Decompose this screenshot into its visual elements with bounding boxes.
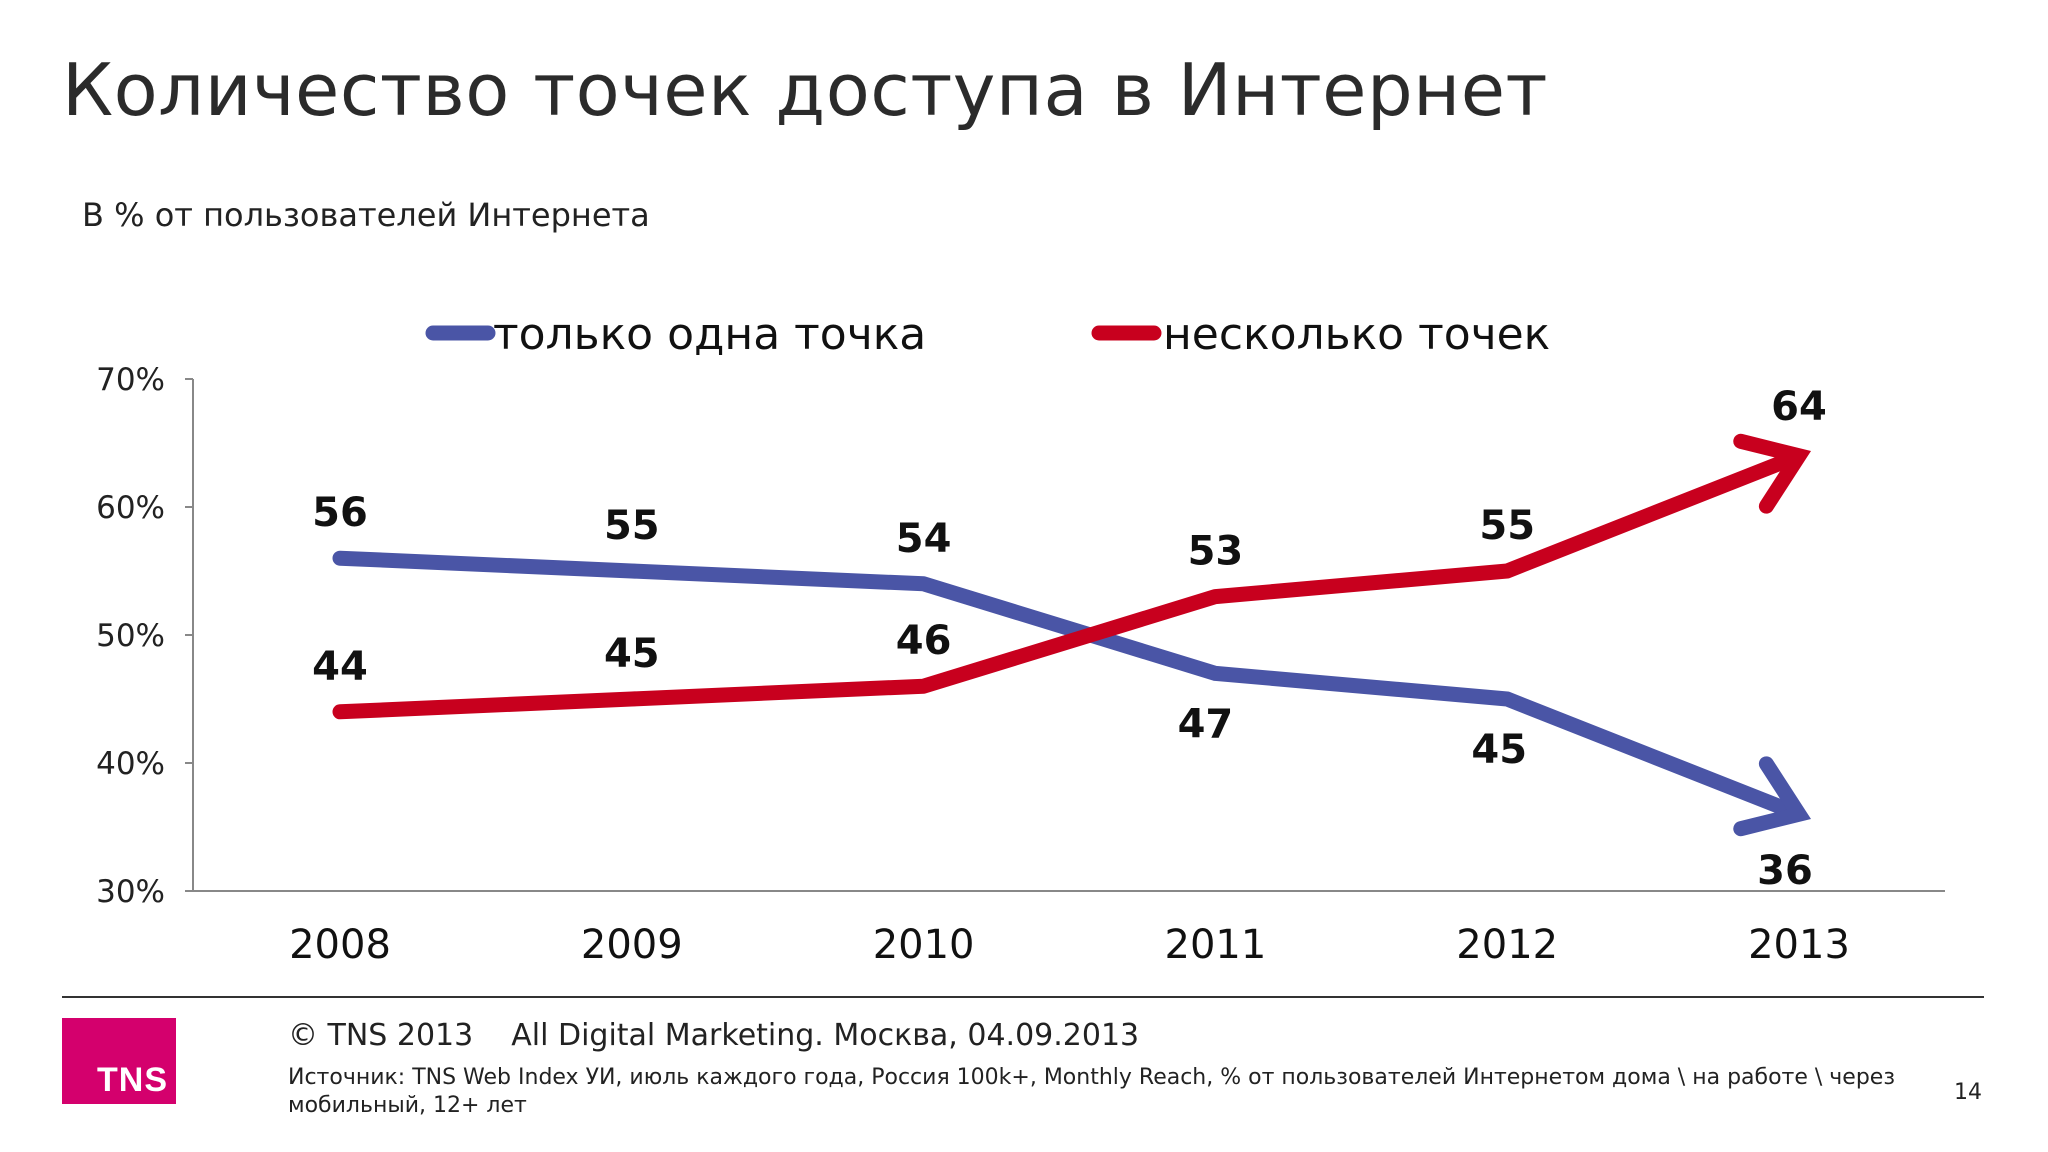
legend-label-0: только одна точка — [493, 309, 926, 360]
series-line-0 — [332, 550, 1798, 819]
tns-logo: TNS — [62, 1018, 176, 1104]
x-tick-label: 2011 — [1165, 922, 1267, 968]
data-label: 55 — [1479, 503, 1535, 549]
footer-divider — [62, 996, 1984, 998]
x-tick-label: 2012 — [1456, 922, 1558, 968]
x-tick-label: 2009 — [581, 922, 683, 968]
data-label: 54 — [896, 516, 952, 562]
data-label: 46 — [896, 618, 952, 664]
footer-event: All Digital Marketing. Москва, 04.09.201… — [511, 1018, 1140, 1053]
footer-line: © TNS 2013 All Digital Marketing. Москва,… — [288, 1018, 1139, 1053]
legend-label-1: несколько точек — [1163, 309, 1550, 360]
footer-source: Источник: TNS Web Index УИ, июль каждого… — [288, 1065, 1896, 1118]
x-tick-label: 2010 — [873, 922, 975, 968]
data-label: 64 — [1771, 384, 1827, 430]
data-label: 53 — [1188, 529, 1244, 575]
x-tick-label: 2013 — [1748, 922, 1850, 968]
data-label: 56 — [312, 490, 368, 536]
x-tick-label: 2008 — [289, 922, 391, 968]
y-tick-label: 30% — [96, 874, 165, 910]
series-line-1 — [332, 451, 1798, 720]
chart-subtitle: В % от пользователей Интернета — [82, 196, 650, 234]
slide-title: Количество точек доступа в Интернет — [62, 48, 1548, 132]
series-arrowhead-0 — [1733, 756, 1812, 837]
data-label: 36 — [1757, 848, 1813, 894]
data-label: 45 — [604, 631, 660, 677]
y-tick-label: 40% — [96, 746, 165, 782]
page-number: 14 — [1954, 1080, 1982, 1105]
data-label: 55 — [604, 503, 660, 549]
y-tick-label: 60% — [96, 490, 165, 526]
logo-text: TNS — [97, 1061, 168, 1099]
data-label: 44 — [312, 644, 368, 690]
footer-copyright: © TNS 2013 — [288, 1018, 474, 1053]
y-tick-label: 50% — [96, 618, 165, 654]
series-arrowhead-1 — [1733, 433, 1812, 514]
data-label: 47 — [1178, 701, 1234, 747]
y-tick-label: 70% — [96, 362, 165, 398]
data-label: 45 — [1471, 727, 1527, 773]
